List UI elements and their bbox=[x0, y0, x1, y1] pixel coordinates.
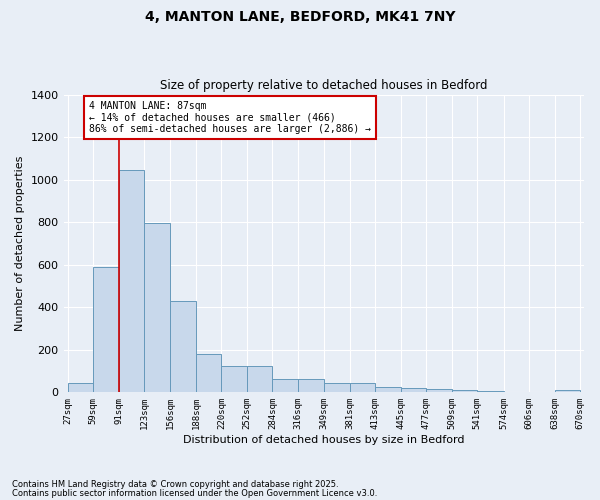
Title: Size of property relative to detached houses in Bedford: Size of property relative to detached ho… bbox=[160, 79, 488, 92]
Bar bbox=[247, 366, 272, 392]
Bar bbox=[452, 390, 477, 392]
Y-axis label: Number of detached properties: Number of detached properties bbox=[15, 156, 25, 331]
X-axis label: Distribution of detached houses by size in Bedford: Distribution of detached houses by size … bbox=[183, 435, 464, 445]
Bar bbox=[119, 170, 144, 392]
Bar bbox=[350, 383, 375, 392]
Text: Contains HM Land Registry data © Crown copyright and database right 2025.: Contains HM Land Registry data © Crown c… bbox=[12, 480, 338, 489]
Bar bbox=[144, 223, 170, 392]
Bar bbox=[401, 388, 426, 392]
Bar bbox=[93, 267, 119, 392]
Bar bbox=[221, 366, 247, 392]
Bar bbox=[68, 383, 93, 392]
Bar bbox=[426, 389, 452, 392]
Text: 4, MANTON LANE, BEDFORD, MK41 7NY: 4, MANTON LANE, BEDFORD, MK41 7NY bbox=[145, 10, 455, 24]
Text: Contains public sector information licensed under the Open Government Licence v3: Contains public sector information licen… bbox=[12, 488, 377, 498]
Bar bbox=[170, 301, 196, 392]
Bar bbox=[196, 354, 221, 393]
Bar bbox=[298, 378, 324, 392]
Bar bbox=[272, 378, 298, 392]
Bar bbox=[324, 383, 350, 392]
Bar bbox=[554, 390, 580, 392]
Text: 4 MANTON LANE: 87sqm
← 14% of detached houses are smaller (466)
86% of semi-deta: 4 MANTON LANE: 87sqm ← 14% of detached h… bbox=[89, 101, 371, 134]
Bar bbox=[375, 387, 401, 392]
